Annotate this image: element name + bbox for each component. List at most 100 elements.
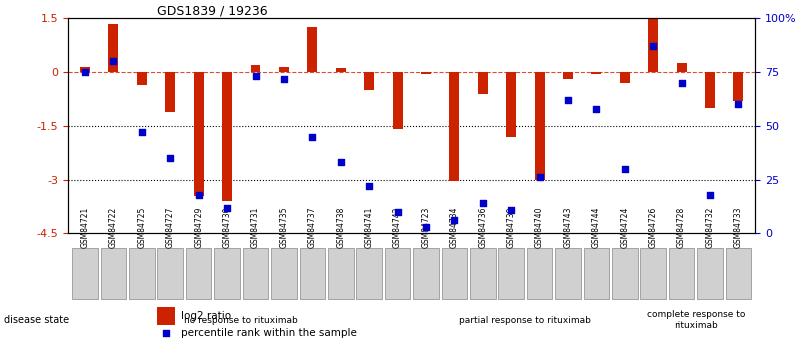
FancyBboxPatch shape <box>72 306 413 334</box>
Point <box>448 218 461 223</box>
Text: GSM84721: GSM84721 <box>81 207 90 248</box>
Bar <box>506 72 516 137</box>
Point <box>703 192 716 197</box>
Bar <box>620 72 630 83</box>
Point <box>135 129 148 135</box>
Bar <box>108 24 119 72</box>
Point <box>192 192 205 197</box>
Point <box>590 106 603 111</box>
Point <box>306 134 319 139</box>
Bar <box>591 72 602 74</box>
FancyBboxPatch shape <box>356 248 382 299</box>
Bar <box>336 69 346 72</box>
Point <box>221 205 234 210</box>
Point <box>477 200 489 206</box>
Point <box>533 175 546 180</box>
Text: complete response to
rituximab: complete response to rituximab <box>646 310 745 330</box>
Text: GSM84733: GSM84733 <box>734 207 743 248</box>
Text: GSM84726: GSM84726 <box>649 207 658 248</box>
Text: GDS1839 / 19236: GDS1839 / 19236 <box>157 4 268 17</box>
Bar <box>194 72 203 196</box>
FancyBboxPatch shape <box>328 248 353 299</box>
FancyBboxPatch shape <box>498 248 524 299</box>
Text: partial response to rituximab: partial response to rituximab <box>460 316 591 325</box>
Point <box>277 76 290 81</box>
Text: GSM84741: GSM84741 <box>364 207 373 248</box>
Text: GSM84736: GSM84736 <box>478 207 487 248</box>
Bar <box>80 67 90 72</box>
Point <box>334 160 347 165</box>
Point <box>505 207 517 213</box>
Bar <box>449 72 459 181</box>
Text: GSM84739: GSM84739 <box>507 207 516 248</box>
FancyBboxPatch shape <box>129 248 155 299</box>
FancyBboxPatch shape <box>158 248 183 299</box>
Text: GSM84744: GSM84744 <box>592 207 601 248</box>
Text: GSM84727: GSM84727 <box>166 207 175 248</box>
FancyBboxPatch shape <box>555 248 581 299</box>
Text: log2 ratio: log2 ratio <box>182 311 231 321</box>
Text: GSM84735: GSM84735 <box>280 207 288 248</box>
Text: GSM84740: GSM84740 <box>535 207 544 248</box>
Text: GSM84728: GSM84728 <box>677 207 686 248</box>
Point <box>78 69 91 75</box>
Point <box>562 97 574 103</box>
Bar <box>165 72 175 111</box>
Text: GSM84737: GSM84737 <box>308 207 317 248</box>
FancyBboxPatch shape <box>527 248 553 299</box>
Bar <box>677 63 686 72</box>
FancyBboxPatch shape <box>271 248 296 299</box>
FancyBboxPatch shape <box>186 248 211 299</box>
Text: GSM84742: GSM84742 <box>393 207 402 248</box>
Text: GSM84738: GSM84738 <box>336 207 345 248</box>
Bar <box>734 72 743 101</box>
Text: no response to rituximab: no response to rituximab <box>184 316 298 325</box>
Point <box>675 80 688 86</box>
Point <box>732 101 745 107</box>
Bar <box>157 307 175 325</box>
FancyBboxPatch shape <box>384 248 410 299</box>
Point <box>363 183 376 189</box>
Text: GSM84734: GSM84734 <box>450 207 459 248</box>
FancyBboxPatch shape <box>612 248 638 299</box>
Bar <box>563 72 573 79</box>
Point <box>159 330 172 336</box>
FancyBboxPatch shape <box>669 248 694 299</box>
FancyBboxPatch shape <box>584 248 610 299</box>
FancyBboxPatch shape <box>72 248 98 299</box>
Bar <box>279 67 289 72</box>
Point <box>647 43 660 49</box>
Bar <box>392 72 403 129</box>
FancyBboxPatch shape <box>300 248 325 299</box>
Text: GSM84730: GSM84730 <box>223 207 231 248</box>
Bar <box>222 72 232 201</box>
FancyBboxPatch shape <box>697 248 723 299</box>
Bar <box>648 18 658 72</box>
FancyBboxPatch shape <box>470 248 496 299</box>
Text: GSM84743: GSM84743 <box>563 207 573 248</box>
FancyBboxPatch shape <box>101 248 127 299</box>
Point <box>618 166 631 171</box>
Bar <box>308 27 317 72</box>
Bar <box>705 72 715 108</box>
Text: GSM84724: GSM84724 <box>620 207 630 248</box>
Bar <box>534 72 545 180</box>
FancyBboxPatch shape <box>243 248 268 299</box>
FancyBboxPatch shape <box>641 248 666 299</box>
Text: GSM84725: GSM84725 <box>137 207 147 248</box>
FancyBboxPatch shape <box>441 248 467 299</box>
Point <box>164 155 177 161</box>
Text: GSM84722: GSM84722 <box>109 207 118 248</box>
Bar <box>421 72 431 74</box>
FancyBboxPatch shape <box>413 306 641 334</box>
FancyBboxPatch shape <box>726 248 751 299</box>
Point <box>391 209 404 215</box>
Point <box>420 224 433 230</box>
Text: GSM84723: GSM84723 <box>421 207 430 248</box>
Bar <box>478 72 488 93</box>
Point <box>107 59 120 64</box>
FancyBboxPatch shape <box>215 248 239 299</box>
Text: disease state: disease state <box>4 315 70 325</box>
Text: GSM84729: GSM84729 <box>194 207 203 248</box>
Text: percentile rank within the sample: percentile rank within the sample <box>182 328 357 338</box>
